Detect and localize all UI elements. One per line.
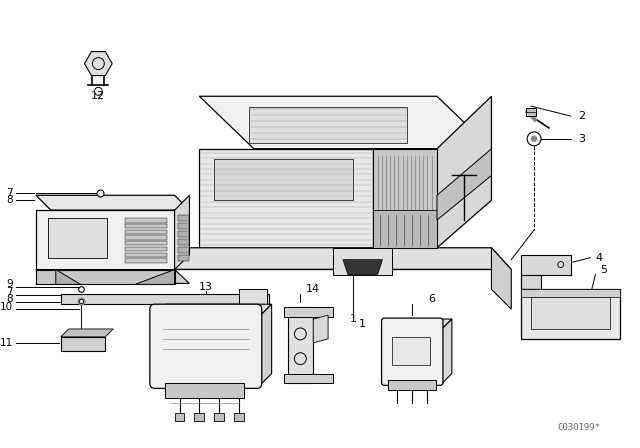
Bar (177, 215, 189, 221)
Bar (175, 413, 184, 421)
Polygon shape (155, 248, 511, 270)
Polygon shape (36, 270, 175, 284)
Polygon shape (383, 329, 442, 383)
Bar (125, 247, 166, 251)
Polygon shape (372, 149, 437, 248)
Bar (125, 218, 166, 223)
Bar (392, 337, 430, 365)
Bar (531, 297, 611, 329)
Text: 12: 12 (92, 91, 106, 101)
Bar (526, 108, 536, 116)
Polygon shape (84, 52, 112, 76)
Bar (125, 224, 166, 228)
Polygon shape (135, 270, 175, 284)
Bar (239, 289, 267, 307)
Polygon shape (153, 304, 271, 317)
Text: 14: 14 (306, 284, 320, 294)
Polygon shape (36, 270, 189, 284)
Text: 7: 7 (6, 287, 13, 297)
Polygon shape (199, 96, 492, 149)
FancyBboxPatch shape (381, 318, 443, 385)
Text: 11: 11 (0, 338, 13, 348)
Polygon shape (164, 383, 244, 398)
Polygon shape (284, 374, 333, 383)
Bar (214, 413, 224, 421)
Text: 1: 1 (349, 314, 356, 324)
Text: C030199*: C030199* (557, 423, 600, 432)
Polygon shape (61, 294, 269, 304)
Text: 10: 10 (0, 302, 13, 312)
Bar (48, 218, 108, 258)
Bar (177, 239, 189, 245)
Circle shape (531, 136, 537, 142)
Bar (125, 229, 166, 234)
Polygon shape (343, 260, 383, 275)
Polygon shape (61, 329, 113, 337)
Polygon shape (61, 337, 106, 351)
Polygon shape (372, 149, 492, 195)
Text: 8: 8 (6, 195, 13, 205)
Polygon shape (333, 248, 392, 275)
Bar (125, 258, 166, 263)
Text: 2: 2 (579, 111, 586, 121)
Polygon shape (284, 307, 333, 317)
Polygon shape (289, 307, 313, 383)
Text: 6: 6 (429, 294, 436, 304)
Text: 7: 7 (6, 188, 13, 198)
Bar (177, 231, 189, 237)
Bar (195, 413, 204, 421)
Polygon shape (383, 319, 452, 329)
Bar (234, 413, 244, 421)
Text: 13: 13 (199, 282, 213, 293)
Polygon shape (175, 195, 189, 270)
Polygon shape (388, 380, 436, 390)
Bar (125, 241, 166, 246)
Polygon shape (56, 270, 81, 284)
Polygon shape (372, 210, 437, 248)
Polygon shape (153, 317, 259, 386)
Text: 1: 1 (359, 319, 366, 329)
Polygon shape (437, 149, 492, 220)
Polygon shape (36, 195, 189, 210)
Text: 4: 4 (595, 253, 603, 263)
FancyBboxPatch shape (150, 304, 262, 388)
Bar (177, 223, 189, 229)
Polygon shape (199, 149, 372, 248)
Polygon shape (313, 315, 328, 343)
Bar (177, 255, 189, 261)
Bar (125, 253, 166, 257)
Polygon shape (214, 159, 353, 200)
Polygon shape (492, 248, 511, 309)
Polygon shape (249, 107, 407, 143)
Polygon shape (521, 289, 620, 339)
Text: 9: 9 (6, 280, 13, 289)
Bar (177, 247, 189, 253)
Polygon shape (437, 96, 492, 248)
Polygon shape (442, 319, 452, 383)
Polygon shape (521, 289, 620, 297)
Polygon shape (521, 255, 571, 289)
Text: 5: 5 (600, 265, 607, 275)
Bar (125, 235, 166, 240)
Polygon shape (259, 304, 271, 386)
Polygon shape (36, 210, 175, 270)
Text: 3: 3 (579, 134, 586, 144)
Text: 8: 8 (6, 294, 13, 304)
